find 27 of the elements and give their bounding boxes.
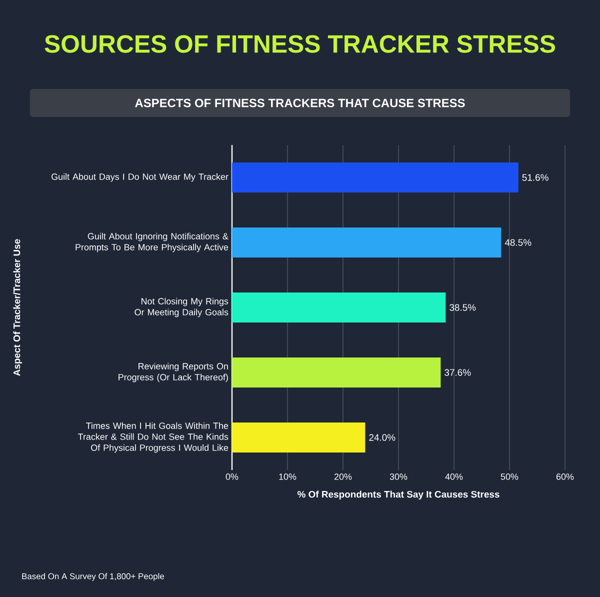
data-label: 38.5% — [450, 304, 476, 311]
y-tick-label: Guilt About Ignoring Notifications & Prompts To Be More Physically Active — [76, 232, 228, 252]
chart-subtitle: ASPECTS OF FITNESS TRACKERS THAT CAUSE STRESS — [135, 98, 465, 108]
data-label: 48.5% — [504, 239, 532, 246]
y-tick-label: Guilt About Days I Do Not Wear My Tracker — [52, 173, 228, 182]
y-tick-label: Reviewing Reports On Progress (Or Lack Thereof) — [118, 362, 228, 382]
bar — [232, 422, 366, 452]
chart-title: SOURCES OF FITNESS TRACKER STRESS — [44, 35, 556, 53]
data-label: 24.0% — [369, 434, 396, 441]
x-axis-title: % Of Respondents That Say It Causes Stress — [297, 490, 500, 500]
bar — [232, 227, 502, 258]
x-tick-label: 50% — [500, 474, 518, 480]
bar — [232, 357, 441, 388]
text: Based On A Survey Of 1,800+ People — [22, 573, 164, 581]
data-label: 51.6% — [522, 174, 548, 181]
x-tick-label: 60% — [556, 474, 574, 480]
x-tick-label: 10% — [279, 474, 296, 480]
x-tick-label: 20% — [334, 474, 352, 480]
x-tick-label: 40% — [445, 474, 463, 480]
bar — [232, 162, 518, 192]
y-tick-label: Not Closing My Rings Or Meeting Daily Goals — [134, 298, 228, 318]
y-tick-label: Times When I Hit Goals Within The Tracker & Still Do Not See The Kinds Of Physical Progress I Would Like — [78, 422, 228, 453]
x-tick-label: 0% — [226, 474, 238, 480]
bar — [232, 292, 446, 322]
x-tick-label: 30% — [390, 474, 408, 480]
y-axis-title: Aspect Of Tracker/Tracker Use — [13, 239, 22, 376]
data-label: 37.6% — [444, 369, 471, 376]
